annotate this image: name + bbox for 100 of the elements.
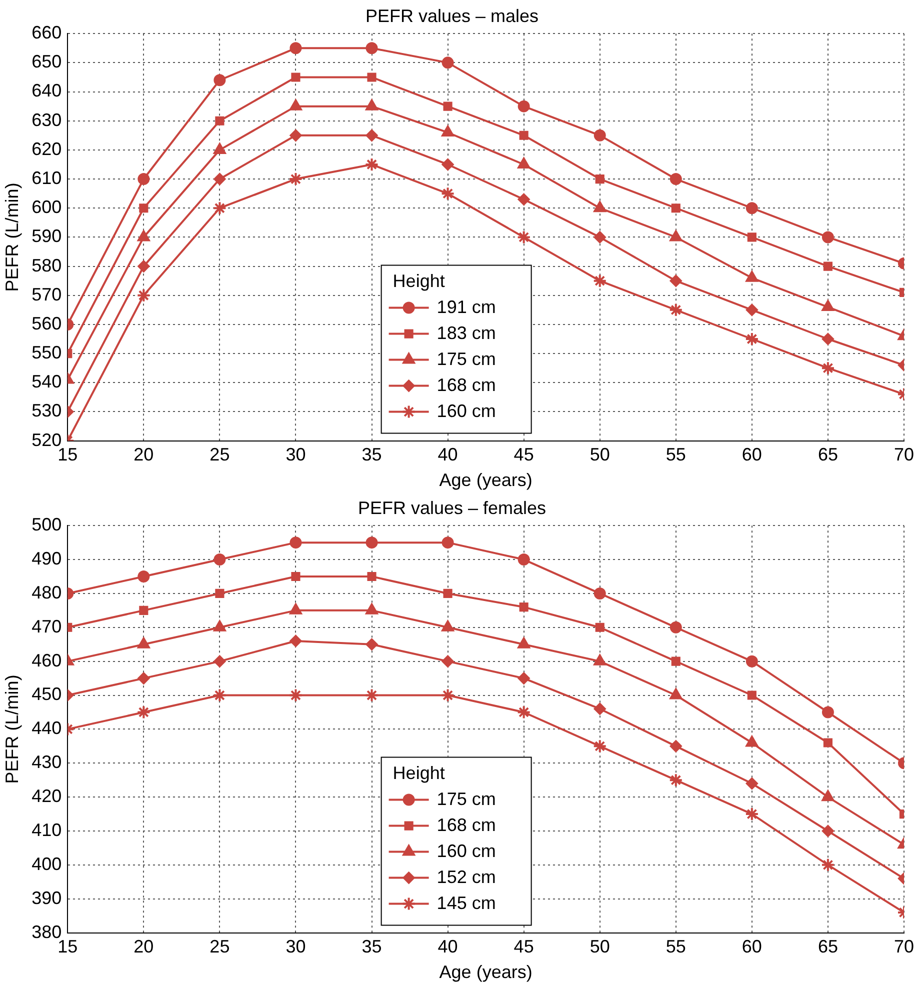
- y-tick-label: 640: [32, 80, 62, 101]
- y-tick-label: 410: [32, 820, 62, 840]
- x-tick-label: 40: [438, 444, 458, 465]
- point: [823, 738, 832, 748]
- point: [364, 157, 379, 172]
- y-tick-label: 650: [32, 52, 62, 72]
- point: [822, 706, 834, 718]
- point: [442, 620, 454, 632]
- x-tick-label: 55: [666, 936, 686, 957]
- point: [139, 606, 148, 615]
- point: [366, 638, 378, 650]
- point: [442, 655, 454, 668]
- point: [822, 333, 834, 345]
- point: [592, 739, 607, 754]
- point: [747, 232, 756, 242]
- point: [670, 688, 682, 700]
- point: [291, 72, 300, 82]
- point: [290, 42, 302, 54]
- y-tick-label: 440: [32, 718, 62, 738]
- point: [366, 42, 378, 54]
- x-axis-title: Age (years): [439, 962, 532, 982]
- y-tick-label: 500: [32, 514, 62, 535]
- x-tick-label: 35: [362, 444, 382, 465]
- point: [594, 654, 606, 666]
- point: [138, 260, 150, 272]
- y-tick-label: 550: [32, 342, 62, 363]
- point: [443, 588, 452, 598]
- point: [290, 536, 302, 549]
- point: [288, 172, 303, 186]
- y-tick-label: 580: [32, 255, 62, 276]
- x-tick-label: 60: [742, 936, 762, 957]
- point: [442, 56, 454, 69]
- point: [138, 173, 150, 186]
- x-tick-label: 20: [134, 444, 154, 465]
- y-tick-label: 530: [32, 400, 62, 421]
- y-tick-label: 420: [32, 786, 62, 806]
- y-axis-title: PEFR (L/min): [2, 182, 22, 292]
- legend-label: 168 cm: [436, 374, 496, 395]
- x-axis-title: Age (years): [439, 470, 532, 490]
- point: [670, 274, 682, 287]
- point: [138, 672, 150, 684]
- legend-label: 175 cm: [436, 788, 496, 809]
- point: [137, 230, 150, 242]
- point: [744, 332, 759, 346]
- point: [519, 130, 528, 140]
- x-tick-label: 25: [210, 444, 230, 465]
- point: [822, 790, 834, 802]
- y-tick-label: 540: [32, 372, 62, 392]
- point: [823, 262, 832, 271]
- y-tick-label: 620: [32, 138, 62, 159]
- point: [214, 173, 226, 186]
- point: [518, 637, 530, 648]
- point: [442, 158, 454, 170]
- x-tick-label: 50: [590, 444, 610, 465]
- point: [214, 620, 226, 632]
- point: [136, 288, 151, 302]
- y-tick-label: 600: [32, 197, 62, 218]
- point: [670, 621, 682, 634]
- point: [747, 690, 756, 700]
- point: [288, 688, 303, 702]
- point: [746, 202, 758, 214]
- point: [670, 740, 682, 752]
- point: [442, 536, 454, 549]
- point: [518, 100, 530, 112]
- y-tick-label: 450: [32, 684, 62, 704]
- point: [820, 858, 835, 872]
- x-tick-label: 50: [590, 936, 610, 957]
- legend-label: 160 cm: [436, 840, 496, 861]
- point: [595, 622, 604, 632]
- y-tick-label: 460: [32, 650, 62, 670]
- point: [820, 361, 835, 376]
- point: [822, 231, 834, 244]
- y-tick-label: 470: [32, 616, 62, 636]
- point: [671, 204, 680, 213]
- point: [594, 702, 606, 715]
- point: [746, 736, 758, 747]
- x-tick-label: 30: [286, 444, 306, 465]
- legend-title: Height: [392, 762, 445, 783]
- point: [212, 688, 227, 702]
- point: [594, 201, 606, 212]
- chart-title: PEFR values – females: [358, 498, 546, 518]
- point: [518, 554, 530, 566]
- x-tick-label: 30: [286, 936, 306, 957]
- legend-label: 160 cm: [436, 400, 496, 421]
- point: [595, 174, 604, 184]
- x-tick-label: 20: [134, 936, 154, 957]
- legend-label: 183 cm: [436, 322, 496, 343]
- point: [366, 536, 378, 549]
- point: [518, 672, 530, 684]
- point: [137, 637, 150, 648]
- point: [519, 602, 528, 612]
- point: [291, 572, 300, 582]
- point: [290, 603, 302, 614]
- y-tick-label: 560: [32, 313, 62, 334]
- legend-label: 145 cm: [436, 892, 496, 913]
- x-tick-label: 60: [742, 444, 762, 465]
- y-tick-label: 610: [32, 168, 62, 188]
- point: [516, 230, 531, 244]
- point: [214, 74, 226, 86]
- point: [367, 572, 376, 582]
